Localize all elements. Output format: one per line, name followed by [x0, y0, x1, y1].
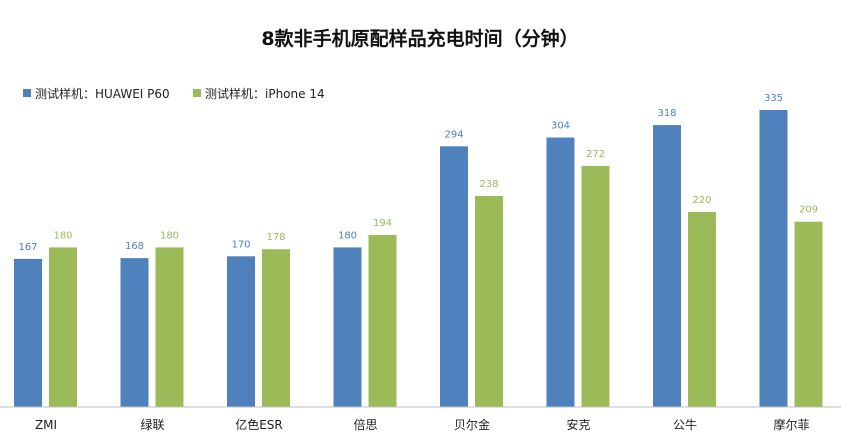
legend-label-iphone: 测试样机：iPhone 14: [205, 86, 325, 101]
bar-huawei-7: [759, 110, 788, 407]
legend-label-huawei: 测试样机：HUAWEI P60: [35, 86, 170, 101]
data-label-iphone-5: 272: [586, 149, 605, 160]
category-label-2: 亿色ESR: [235, 417, 283, 432]
bar-iphone-5: [581, 165, 610, 407]
bar-huawei-5: [546, 137, 575, 407]
bar-huawei-3: [333, 247, 362, 407]
bar-iphone-6: [688, 212, 716, 407]
bar-iphone-3: [368, 235, 397, 407]
data-label-iphone-4: 238: [479, 179, 498, 190]
data-label-huawei-1: 168: [125, 241, 144, 252]
plot-area: 167 180 ZMI 168 180 绿联 170 178 亿色ESR 180 194 倍思 294 2…: [14, 93, 823, 432]
data-label-iphone-7: 209: [799, 205, 818, 216]
category-label-4: 贝尔金: [454, 417, 490, 432]
legend-swatch-iphone: [193, 89, 201, 97]
category-label-7: 摩尔菲: [773, 417, 809, 432]
data-label-huawei-5: 304: [551, 121, 570, 132]
data-label-iphone-0: 180: [53, 230, 72, 241]
data-label-iphone-2: 178: [266, 232, 285, 243]
chart-title: 8款非手机原配样品充电时间（分钟）: [261, 27, 578, 50]
data-label-iphone-1: 180: [160, 230, 179, 241]
bar-iphone-1: [155, 247, 184, 407]
category-label-1: 绿联: [140, 417, 164, 432]
data-label-huawei-0: 167: [18, 242, 37, 253]
category-label-3: 倍思: [353, 417, 377, 432]
bar-iphone-4: [475, 196, 503, 407]
bar-iphone-2: [262, 249, 290, 407]
category-label-5: 安克: [566, 417, 590, 432]
bar-huawei-0: [14, 258, 42, 407]
data-label-huawei-7: 335: [764, 93, 783, 104]
category-label-6: 公牛: [673, 417, 697, 432]
data-label-iphone-3: 194: [373, 218, 392, 229]
bar-iphone-7: [794, 221, 823, 407]
bar-huawei-2: [227, 256, 255, 407]
bar-huawei-4: [440, 146, 468, 408]
legend-swatch-huawei: [23, 89, 31, 97]
data-label-huawei-4: 294: [444, 129, 463, 140]
data-label-huawei-6: 318: [657, 108, 676, 119]
bar-huawei-1: [120, 258, 149, 407]
data-label-huawei-3: 180: [338, 230, 357, 241]
category-label-0: ZMI: [35, 418, 57, 432]
bar-iphone-0: [49, 247, 77, 407]
data-label-huawei-2: 170: [231, 239, 250, 250]
data-label-iphone-6: 220: [692, 195, 711, 206]
legend: 测试样机：HUAWEI P60 测试样机：iPhone 14: [23, 86, 325, 101]
bar-huawei-6: [653, 125, 681, 407]
